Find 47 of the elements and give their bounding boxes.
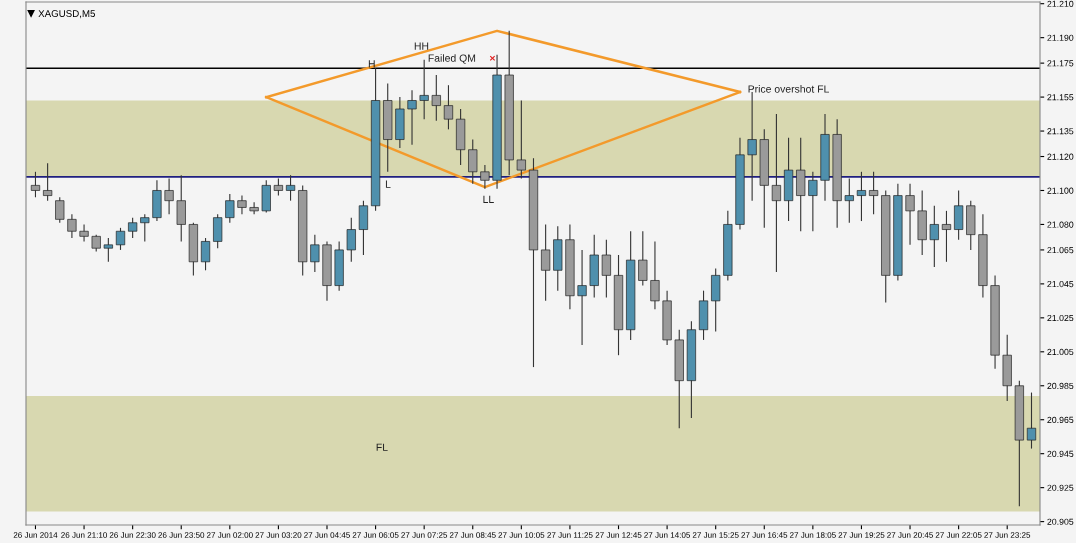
y-tick-label: 21.155 — [1047, 94, 1074, 101]
y-tick-label: 21.175 — [1047, 60, 1074, 67]
annotation: × — [489, 55, 496, 61]
y-tick-label: 21.045 — [1047, 280, 1074, 288]
x-tick-label: 27 Jun 03:20 — [255, 532, 302, 538]
annotation: FL — [376, 443, 388, 451]
y-tick-label: 21.025 — [1047, 314, 1074, 322]
x-tick-label: 27 Jun 15:25 — [692, 532, 739, 538]
x-tick-label: 27 Jun 18:05 — [789, 532, 836, 538]
annotation: LL — [483, 195, 494, 203]
y-tick-label: 21.005 — [1047, 348, 1074, 356]
x-tick-label: 27 Jun 23:25 — [984, 532, 1031, 538]
annotation: HH — [414, 42, 429, 50]
annotation: H — [368, 60, 375, 68]
x-tick-label: 27 Jun 07:25 — [401, 532, 448, 538]
x-tick-label: 27 Jun 04:45 — [304, 532, 350, 538]
y-tick-label: 21.120 — [1047, 153, 1074, 160]
x-tick-label: 26 Jun 23:50 — [158, 532, 205, 538]
y-tick-label: 21.080 — [1047, 221, 1074, 228]
y-tick-label: 21.190 — [1047, 34, 1074, 41]
y-tick-label: 20.985 — [1047, 382, 1074, 390]
x-tick-label: 27 Jun 22:05 — [935, 532, 982, 538]
annotation: Failed QM — [428, 54, 476, 64]
y-tick-label: 20.945 — [1047, 450, 1074, 457]
x-tick-label: 26 Jun 2014 — [13, 532, 58, 538]
y-tick-label: 20.965 — [1047, 416, 1074, 423]
x-tick-label: 27 Jun 10:05 — [498, 532, 545, 538]
y-tick-label: 21.100 — [1047, 187, 1074, 194]
annotation: Price overshot FL — [748, 85, 829, 93]
y-tick-label: 21.210 — [1047, 0, 1074, 7]
x-tick-label: 27 Jun 11:25 — [547, 532, 593, 538]
x-tick-label: 27 Jun 06:05 — [352, 532, 399, 538]
y-tick-label: 20.905 — [1047, 518, 1074, 525]
text: XAGUSD,M5 — [38, 10, 96, 19]
x-tick-label: 26 Jun 21:10 — [61, 532, 108, 538]
annotation: L — [385, 180, 391, 188]
x-tick-label: 27 Jun 02:00 — [206, 532, 253, 538]
x-tick-label: 26 Jun 22:30 — [109, 532, 156, 538]
x-tick-label: 27 Jun 08:45 — [449, 532, 496, 538]
y-tick-label: 20.925 — [1047, 484, 1074, 491]
x-tick-label: 27 Jun 20:45 — [887, 532, 933, 538]
y-tick-label: 21.135 — [1047, 128, 1074, 135]
y-tick-label: 21.065 — [1047, 246, 1074, 254]
x-tick-label: 27 Jun 19:25 — [838, 532, 885, 538]
x-tick-label: 27 Jun 16:45 — [741, 532, 788, 538]
x-tick-label: 27 Jun 12:45 — [595, 532, 642, 538]
x-tick-label: 27 Jun 14:05 — [644, 532, 691, 538]
